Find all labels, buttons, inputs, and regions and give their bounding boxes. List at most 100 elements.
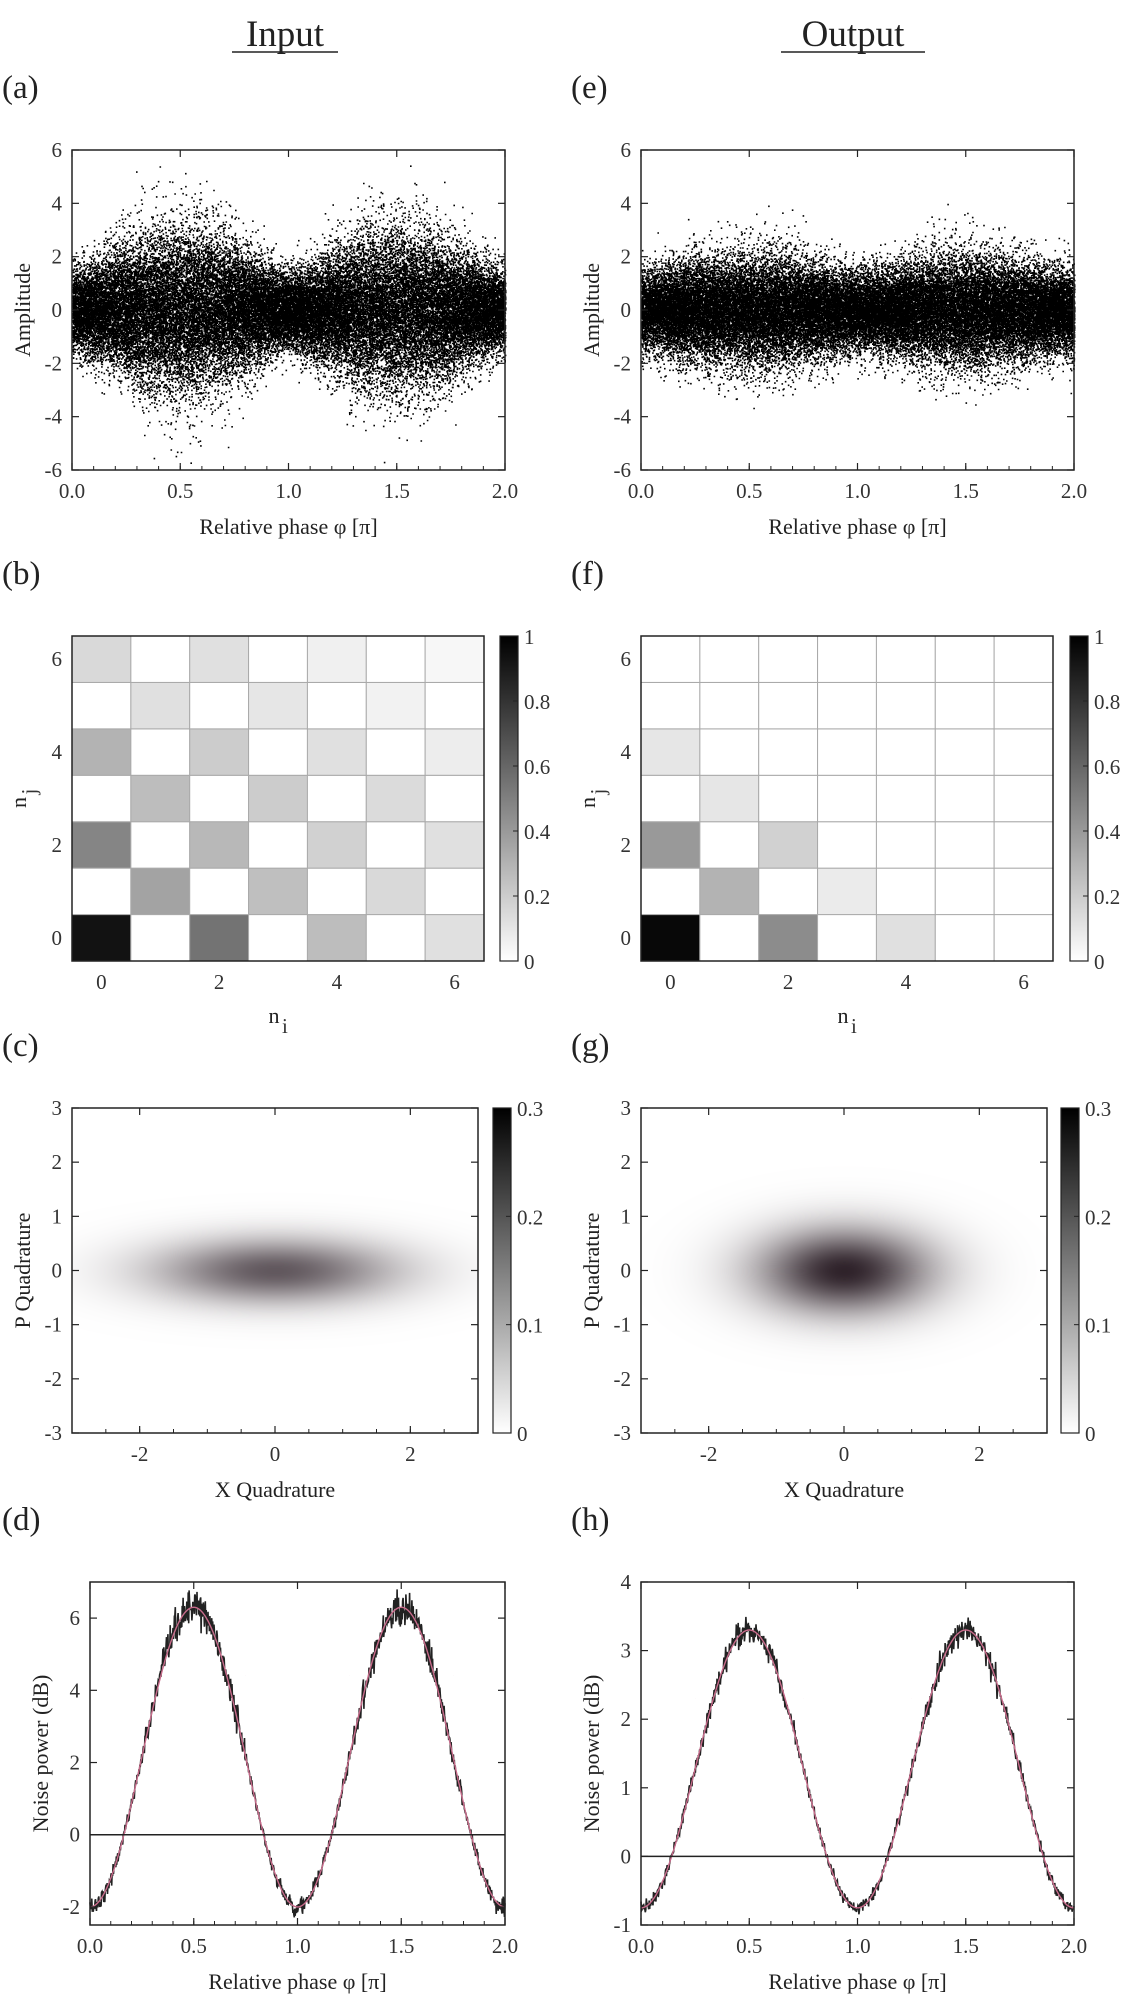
- heatmap-cell: [700, 729, 759, 775]
- heatmap-cell: [366, 822, 425, 868]
- x-tick-label: 2: [214, 970, 225, 994]
- heatmap-cell: [307, 868, 366, 914]
- heatmap-cell: [131, 915, 190, 961]
- heatmap-cell: [307, 682, 366, 728]
- heatmap-cell: [425, 868, 484, 914]
- heatmap-cell: [994, 822, 1053, 868]
- heatmap-cell: [72, 915, 131, 961]
- y-axis-label-group: Amplitude: [10, 263, 35, 357]
- y-axis-label: P Quadrature: [10, 1213, 35, 1329]
- colorbar-tick-label: 0.6: [524, 755, 550, 779]
- noise-trace: [641, 1617, 1074, 1914]
- x-tick-label: 0.0: [628, 479, 654, 503]
- heatmap-cell: [366, 682, 425, 728]
- heatmap-cell: [190, 868, 249, 914]
- y-axis-label-group: Noise power (dB): [28, 1675, 53, 1833]
- x-tick-label: 2.0: [1061, 479, 1087, 503]
- y-axis-label: P Quadrature: [579, 1213, 604, 1329]
- heatmap-cell: [700, 822, 759, 868]
- y-tick-label: -6: [45, 458, 63, 482]
- x-tick-label: 2.0: [492, 479, 518, 503]
- x-tick-label: 2.0: [492, 1934, 518, 1958]
- heatmap-cell: [425, 775, 484, 821]
- x-tick-label: 1.5: [388, 1934, 414, 1958]
- x-tick-label: -2: [131, 1442, 149, 1466]
- heatmap-cell: [818, 775, 877, 821]
- heatmap-cell: [131, 775, 190, 821]
- y-tick-label: 4: [621, 740, 632, 764]
- x-tick-label: 0.0: [77, 1934, 103, 1958]
- heatmap-cell: [994, 915, 1053, 961]
- heatmap-cell: [759, 915, 818, 961]
- panel-label: (c): [2, 1028, 39, 1064]
- heatmap-cell: [72, 775, 131, 821]
- y-tick-label: -2: [614, 1367, 632, 1391]
- panel-label: (e): [571, 70, 608, 106]
- heatmap-cell: [641, 729, 700, 775]
- heatmap-cell: [641, 915, 700, 961]
- y-tick-label: 0: [70, 1823, 81, 1847]
- x-tick-label: 0.5: [736, 479, 762, 503]
- y-tick-label: 4: [52, 740, 63, 764]
- heatmap-cell: [641, 775, 700, 821]
- x-axis-label: n: [838, 1003, 849, 1028]
- heatmap-cell: [425, 915, 484, 961]
- colorbar-tick-label: 0.2: [517, 1205, 543, 1229]
- noise-trace: [90, 1589, 505, 1917]
- heatmap-cell: [366, 868, 425, 914]
- y-tick-label: -2: [45, 351, 63, 375]
- colorbar-tick-label: 1: [524, 625, 535, 649]
- heatmap-cell: [876, 775, 935, 821]
- colorbar-tick-label: 0: [517, 1422, 528, 1446]
- heatmap-cell: [307, 729, 366, 775]
- y-tick-label: 4: [621, 1570, 632, 1594]
- y-tick-label: 2: [621, 833, 632, 857]
- x-axis-label: Relative phase φ [π]: [208, 1969, 386, 1994]
- heatmap-cell: [818, 822, 877, 868]
- panel-c: (c)-2 0 2-3-2-10123X QuadratureP Quadratur…: [2, 1028, 543, 1502]
- column-title-input: Input: [246, 14, 325, 55]
- heatmap-cell: [366, 729, 425, 775]
- plot-frame: [641, 1582, 1074, 1925]
- heatmap-cell: [876, 915, 935, 961]
- heatmap-cell: [131, 822, 190, 868]
- colorbar-tick-label: 0.8: [1094, 690, 1120, 714]
- y-tick-label: 4: [52, 191, 63, 215]
- panel-f: (f)0 2 4 60246n inj00.20.40.60.81: [571, 556, 1121, 1038]
- heatmap-cell: [72, 868, 131, 914]
- heatmap-cell: [935, 868, 994, 914]
- x-tick-label: 2.0: [1061, 1934, 1087, 1958]
- heatmap-cell: [249, 729, 308, 775]
- x-axis-label-subscript: i: [282, 1014, 288, 1038]
- x-tick-label: 0: [96, 970, 107, 994]
- heatmap-cell: [425, 682, 484, 728]
- heatmap-cell: [249, 868, 308, 914]
- y-tick-label: 6: [52, 138, 63, 162]
- heatmap-cell: [700, 682, 759, 728]
- panel-a: (a) 0.0 0.5 1.0 1.5 2.0 -6 -4 -2 0 2 4 6 Relative pha…: [2, 70, 518, 539]
- panel-d: (d)0.0 0.5 1.0 1.5 2.0-20246Relative phase φ…: [2, 1502, 518, 1994]
- y-axis-label: n: [575, 797, 600, 808]
- y-axis-label-subscript: j: [586, 789, 610, 796]
- heatmap-cell: [72, 822, 131, 868]
- heatmap-cell: [190, 822, 249, 868]
- y-tick-label: 3: [621, 1639, 632, 1663]
- heatmap-cell: [700, 915, 759, 961]
- y-tick-label: -3: [45, 1421, 63, 1445]
- colorbar-tick-label: 0.4: [524, 820, 551, 844]
- y-tick-label: -6: [614, 458, 632, 482]
- y-axis-label-group: P Quadrature: [579, 1213, 604, 1329]
- heatmap-cell: [759, 729, 818, 775]
- x-tick-label: 1.5: [384, 479, 410, 503]
- panel-label: (f): [571, 556, 604, 592]
- y-axis-label-group: Noise power (dB): [579, 1675, 604, 1833]
- colorbar-tick-label: 0.1: [517, 1314, 543, 1338]
- heatmap-cell: [307, 915, 366, 961]
- heatmap-cell: [307, 822, 366, 868]
- y-tick-label: 0: [52, 1259, 63, 1283]
- colorbar-tick-label: 0.4: [1094, 820, 1121, 844]
- heatmap-cell: [190, 729, 249, 775]
- x-tick-label: 0.5: [736, 1934, 762, 1958]
- y-axis-label: Noise power (dB): [28, 1675, 53, 1833]
